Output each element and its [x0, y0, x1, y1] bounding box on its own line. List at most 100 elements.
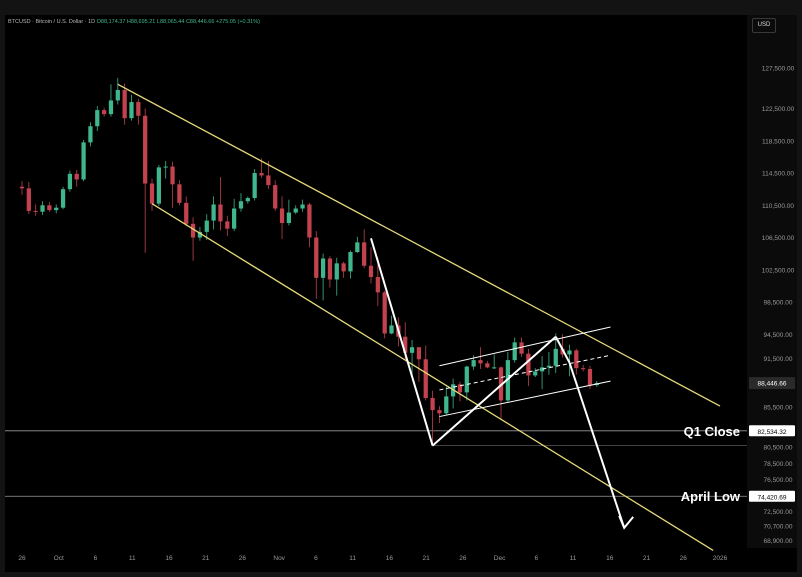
candle-body	[218, 204, 223, 222]
candle-body	[539, 367, 545, 372]
y-tick-label: 127,500.00	[762, 66, 795, 73]
x-tick-label: 26	[459, 555, 467, 562]
x-tick-label: 16	[606, 555, 614, 562]
candle-body	[33, 210, 38, 212]
candle-body	[252, 173, 257, 199]
candle-body	[485, 363, 490, 368]
candle-body	[389, 325, 394, 334]
last-price-tag	[749, 377, 795, 390]
symbol-name: Bitcoin / U.S. Dollar	[35, 19, 84, 25]
candle-body	[74, 173, 79, 180]
y-tick-label: 80,500.00	[764, 445, 793, 452]
x-tick-label: 11	[129, 555, 136, 562]
interval: 1D	[88, 19, 96, 25]
candle-body	[170, 166, 175, 185]
candle-body	[26, 188, 31, 211]
candle-body	[225, 221, 230, 229]
candle-body	[327, 258, 333, 280]
candle-body	[546, 365, 552, 368]
candle-body	[320, 258, 326, 278]
candle-body	[115, 89, 120, 101]
level-price-tag-text: 82,534.32	[758, 429, 787, 436]
symbol: BTCUSD	[8, 19, 31, 25]
candle-body	[156, 167, 161, 204]
candle-body	[382, 292, 387, 334]
y-tick-label: 106,500.00	[762, 235, 795, 242]
candle-body	[334, 263, 339, 280]
candle-body	[526, 353, 531, 376]
upper-wedge-line	[117, 83, 721, 407]
candle-body	[197, 231, 203, 238]
candle-body	[471, 360, 476, 367]
candle-body	[341, 263, 346, 272]
candle-body	[533, 371, 538, 376]
candle-body	[184, 202, 189, 224]
x-tick-label: Oct	[54, 555, 64, 562]
candle-body	[409, 347, 415, 353]
candle-body	[437, 410, 442, 414]
y-tick-label: 72,500.00	[764, 509, 793, 516]
x-tick-label: 21	[643, 555, 651, 562]
y-tick-label: 70,700.00	[764, 524, 793, 531]
y-tick-label: 78,500.00	[764, 461, 793, 468]
y-tick-label: 114,500.00	[762, 171, 794, 178]
candle-body	[512, 342, 517, 361]
candle-body	[581, 368, 586, 370]
y-tick-label: 122,500.00	[762, 106, 795, 113]
candle-body	[163, 166, 168, 168]
y-tick-label: 94,500.00	[764, 332, 793, 339]
candle-body	[177, 184, 182, 203]
candle-body	[190, 223, 196, 238]
y-tick-label: 110,500.00	[762, 203, 794, 210]
time-axis[interactable]	[5, 548, 797, 572]
candle-body	[300, 204, 305, 209]
candle-body	[149, 183, 155, 204]
level-price-tag	[749, 490, 795, 502]
candle-body	[375, 277, 380, 293]
x-tick-label: 6	[94, 555, 98, 562]
x-tick-label: 11	[570, 555, 577, 562]
flag-mid-line	[439, 354, 611, 391]
candle-body	[211, 204, 216, 221]
candle-body	[348, 252, 353, 272]
candle-body	[519, 342, 524, 354]
candle-body	[129, 102, 134, 119]
candle-body	[88, 126, 93, 143]
candle-body	[430, 398, 435, 411]
candle-body	[492, 367, 497, 369]
candle-body	[143, 115, 148, 184]
symbol-legend: BTCUSD · Bitcoin / U.S. Dollar · 1D O88,…	[8, 19, 260, 25]
candle-body	[553, 348, 558, 366]
y-tick-label: 102,500.00	[762, 267, 795, 274]
y-tick-label: 68,900.00	[764, 538, 793, 545]
x-tick-label: 16	[386, 555, 394, 562]
candle-body	[464, 366, 469, 393]
projection-down-line	[568, 362, 626, 529]
projection-small-line	[554, 336, 571, 363]
price-axis[interactable]	[747, 15, 797, 548]
x-tick-label: Nov	[273, 555, 285, 562]
candle-body	[19, 186, 25, 189]
candle-body	[478, 360, 483, 364]
candle-body	[238, 201, 244, 209]
candle-body	[95, 110, 100, 127]
candle-body	[101, 110, 107, 115]
candle-body	[54, 207, 59, 211]
candle-body	[587, 368, 593, 386]
candle-body	[355, 242, 360, 253]
candle-body	[60, 189, 66, 208]
flag-upper-line	[439, 326, 611, 367]
flag-lower-line	[439, 380, 611, 418]
x-tick-label: 11	[349, 555, 356, 562]
x-tick-label: 26	[680, 555, 688, 562]
candle-body	[81, 142, 86, 180]
candle-body	[136, 102, 141, 116]
currency-button[interactable]: USD	[752, 18, 776, 33]
candle-body	[232, 208, 237, 229]
last-price-tag-text: 88,446.66	[758, 381, 787, 388]
flagpole-line	[370, 238, 434, 446]
level-price-tag-text: 74,420.69	[758, 494, 787, 501]
candle-body	[307, 204, 312, 238]
y-tick-label: 76,500.00	[764, 477, 793, 484]
